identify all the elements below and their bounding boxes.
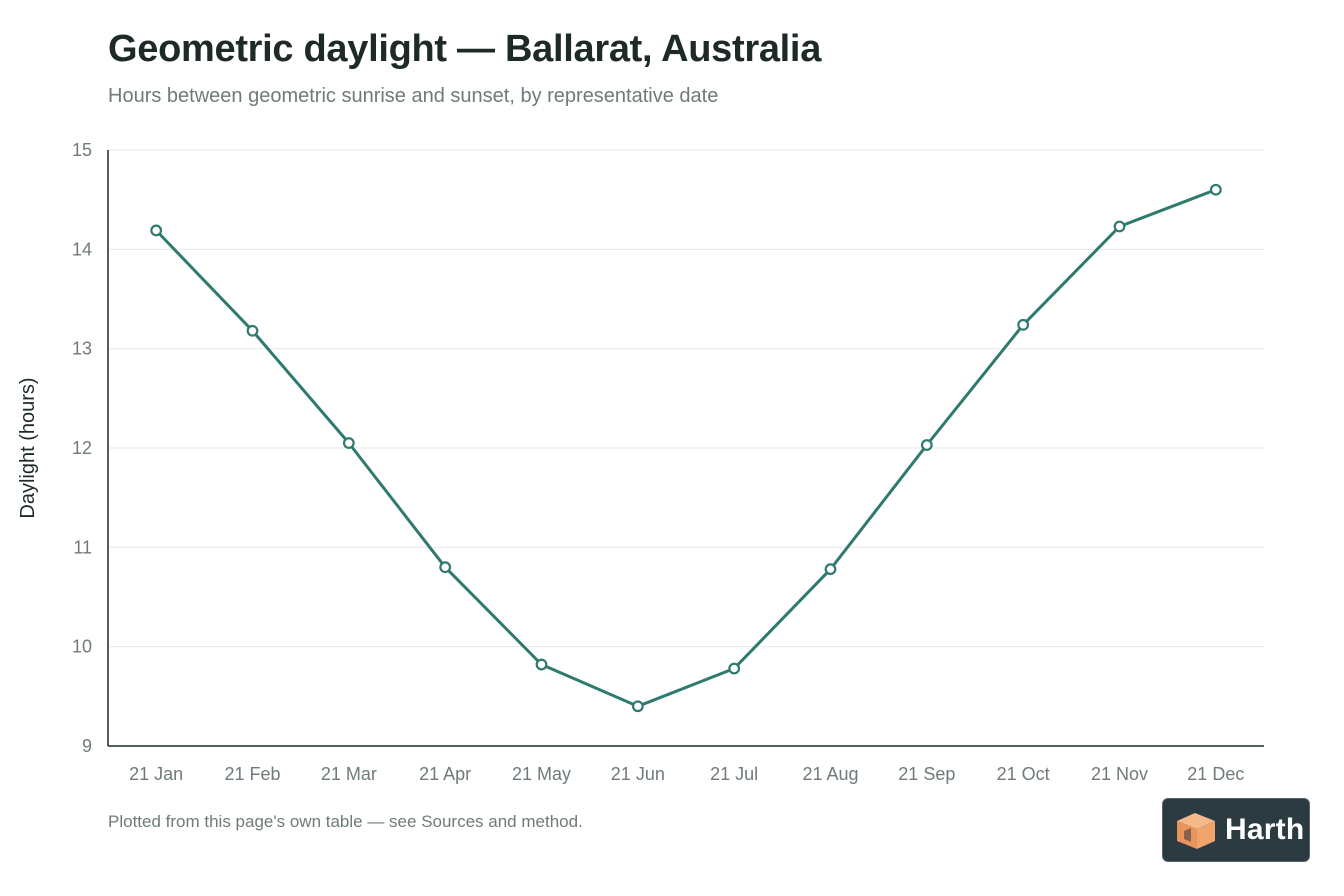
x-tick-label: 21 Jul	[710, 764, 758, 784]
chart-title: Geometric daylight — Ballarat, Australia	[108, 28, 822, 70]
y-tick-label: 14	[72, 239, 92, 259]
x-tick-label: 21 Mar	[321, 764, 377, 784]
data-point	[439, 561, 452, 574]
footnote: Plotted from this page's own table — see…	[108, 812, 583, 831]
x-tick-label: 21 Dec	[1187, 764, 1244, 784]
box-icon	[1177, 813, 1215, 849]
y-tick-label: 13	[72, 339, 92, 359]
y-tick-label: 9	[82, 736, 92, 756]
x-tick-label: 21 Jun	[611, 764, 665, 784]
brand-badge[interactable]: Harth	[1162, 798, 1310, 862]
data-point	[920, 439, 933, 451]
y-tick-label: 11	[73, 537, 92, 557]
brand-name: Harth	[1225, 813, 1305, 846]
data-point	[246, 324, 259, 337]
chart-subtitle: Hours between geometric sunrise and suns…	[108, 85, 719, 107]
y-tick-labels: 9 10 11 12 13 14 15	[72, 140, 92, 756]
x-tick-label: 21 Apr	[419, 764, 471, 784]
data-point	[1209, 183, 1222, 196]
x-tick-labels: 21 Jan 21 Feb 21 Mar 21 Apr 21 May 21 Jun 21 J…	[129, 764, 1244, 784]
x-tick-label: 21 Nov	[1091, 764, 1148, 784]
x-tick-label: 21 Oct	[997, 764, 1050, 784]
gridlines	[108, 149, 1264, 648]
x-tick-label: 21 Sep	[898, 764, 955, 784]
data-point	[150, 224, 163, 237]
data-point	[1113, 220, 1126, 233]
x-tick-label: 21 Aug	[802, 764, 858, 784]
y-tick-label: 12	[72, 438, 92, 458]
data-point	[824, 563, 837, 576]
data-point	[1017, 318, 1030, 331]
data-point	[535, 658, 548, 671]
axes	[107, 150, 1264, 747]
x-tick-label: 21 May	[512, 764, 571, 784]
data-point	[342, 437, 355, 449]
data-points	[150, 183, 1222, 713]
y-axis-label: Daylight (hours)	[17, 377, 39, 518]
series-line	[155, 188, 1217, 708]
x-tick-label: 21 Jan	[129, 764, 183, 784]
x-tick-label: 21 Feb	[224, 764, 280, 784]
y-tick-label: 15	[72, 140, 92, 160]
data-point	[631, 700, 644, 713]
data-point	[728, 662, 741, 675]
y-tick-label: 10	[72, 637, 92, 657]
